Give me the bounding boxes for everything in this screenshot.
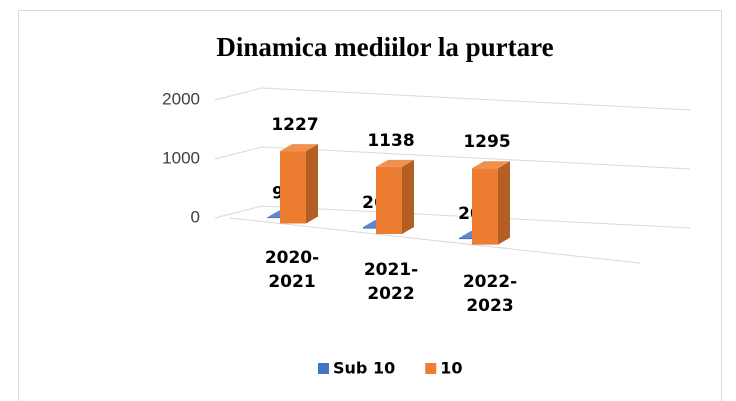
y-tick-label: 0 xyxy=(191,207,200,226)
bar-top xyxy=(472,161,510,169)
data-label: 1295 xyxy=(463,132,510,152)
chart-border xyxy=(18,10,722,401)
bar-side xyxy=(306,144,318,224)
legend-label: Sub 10 xyxy=(333,359,395,378)
grid-line xyxy=(214,146,691,170)
bar xyxy=(472,161,510,245)
bar-side xyxy=(402,159,414,235)
bar xyxy=(376,159,414,235)
floor-line xyxy=(229,217,641,264)
x-tick-label: 2020-2021 xyxy=(264,248,320,292)
bar-side xyxy=(498,161,510,245)
legend-label: 10 xyxy=(440,359,462,378)
grid-line xyxy=(214,205,691,229)
bar-front xyxy=(280,151,306,224)
data-label: 1227 xyxy=(271,115,318,135)
x-tick-label: 2022-2023 xyxy=(462,272,518,316)
bar-front xyxy=(376,166,402,235)
bar-top xyxy=(376,159,414,167)
legend-swatch xyxy=(425,363,437,374)
grid-line xyxy=(214,87,691,111)
legend-swatch xyxy=(318,363,329,374)
bar-front xyxy=(472,168,498,245)
y-tick-label: 2000 xyxy=(162,89,200,108)
bar-top xyxy=(280,144,318,152)
bar xyxy=(280,144,318,224)
data-label: 1138 xyxy=(367,131,414,151)
y-tick-label: 1000 xyxy=(162,148,200,167)
x-tick-label: 2021-2022 xyxy=(363,260,419,304)
data-label: 9 xyxy=(272,184,284,204)
chart-title: Dinamica mediilor la purtare xyxy=(216,32,553,62)
